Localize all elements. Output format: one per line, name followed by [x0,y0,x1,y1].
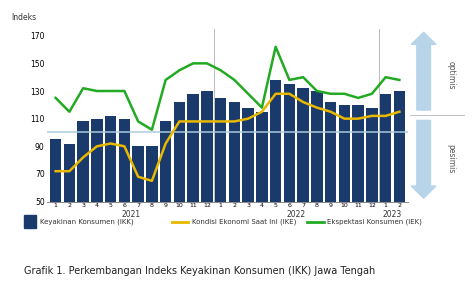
Bar [64,143,75,271]
Bar [160,122,172,271]
Bar [352,105,364,271]
Text: Ekspektasi Konsumen (IEK): Ekspektasi Konsumen (IEK) [328,219,422,225]
Bar [91,119,103,271]
Bar [297,88,309,271]
Bar [173,102,185,271]
Bar [215,98,227,271]
Bar [77,122,89,271]
Bar [366,108,378,271]
Bar [118,119,130,271]
FancyArrow shape [411,120,436,198]
Bar [201,91,213,271]
FancyArrow shape [411,32,436,110]
Bar [242,108,254,271]
Text: 2022: 2022 [287,210,306,219]
Text: optimis: optimis [447,61,456,90]
Bar [283,84,295,271]
Text: Kondisi Ekonomi Saat Ini (IKE): Kondisi Ekonomi Saat Ini (IKE) [192,219,296,225]
Bar [311,91,323,271]
Bar [228,102,240,271]
Bar [325,102,337,271]
Text: Indeks: Indeks [11,13,36,22]
Bar [132,146,144,271]
Text: 2021: 2021 [122,210,141,219]
Text: Keyakinan Konsumen (IKK): Keyakinan Konsumen (IKK) [39,219,133,225]
Text: 2023: 2023 [383,210,402,219]
Bar [24,215,36,228]
Bar [50,139,62,271]
Text: Grafik 1. Perkembangan Indeks Keyakinan Konsumen (IKK) Jawa Tengah: Grafik 1. Perkembangan Indeks Keyakinan … [24,266,375,276]
Bar [393,91,405,271]
Bar [146,146,158,271]
Bar [256,112,268,271]
Bar [338,105,350,271]
Bar [270,80,282,271]
Bar [105,116,117,271]
Text: pesimis: pesimis [447,144,456,173]
Bar [380,94,392,271]
Bar [187,94,199,271]
